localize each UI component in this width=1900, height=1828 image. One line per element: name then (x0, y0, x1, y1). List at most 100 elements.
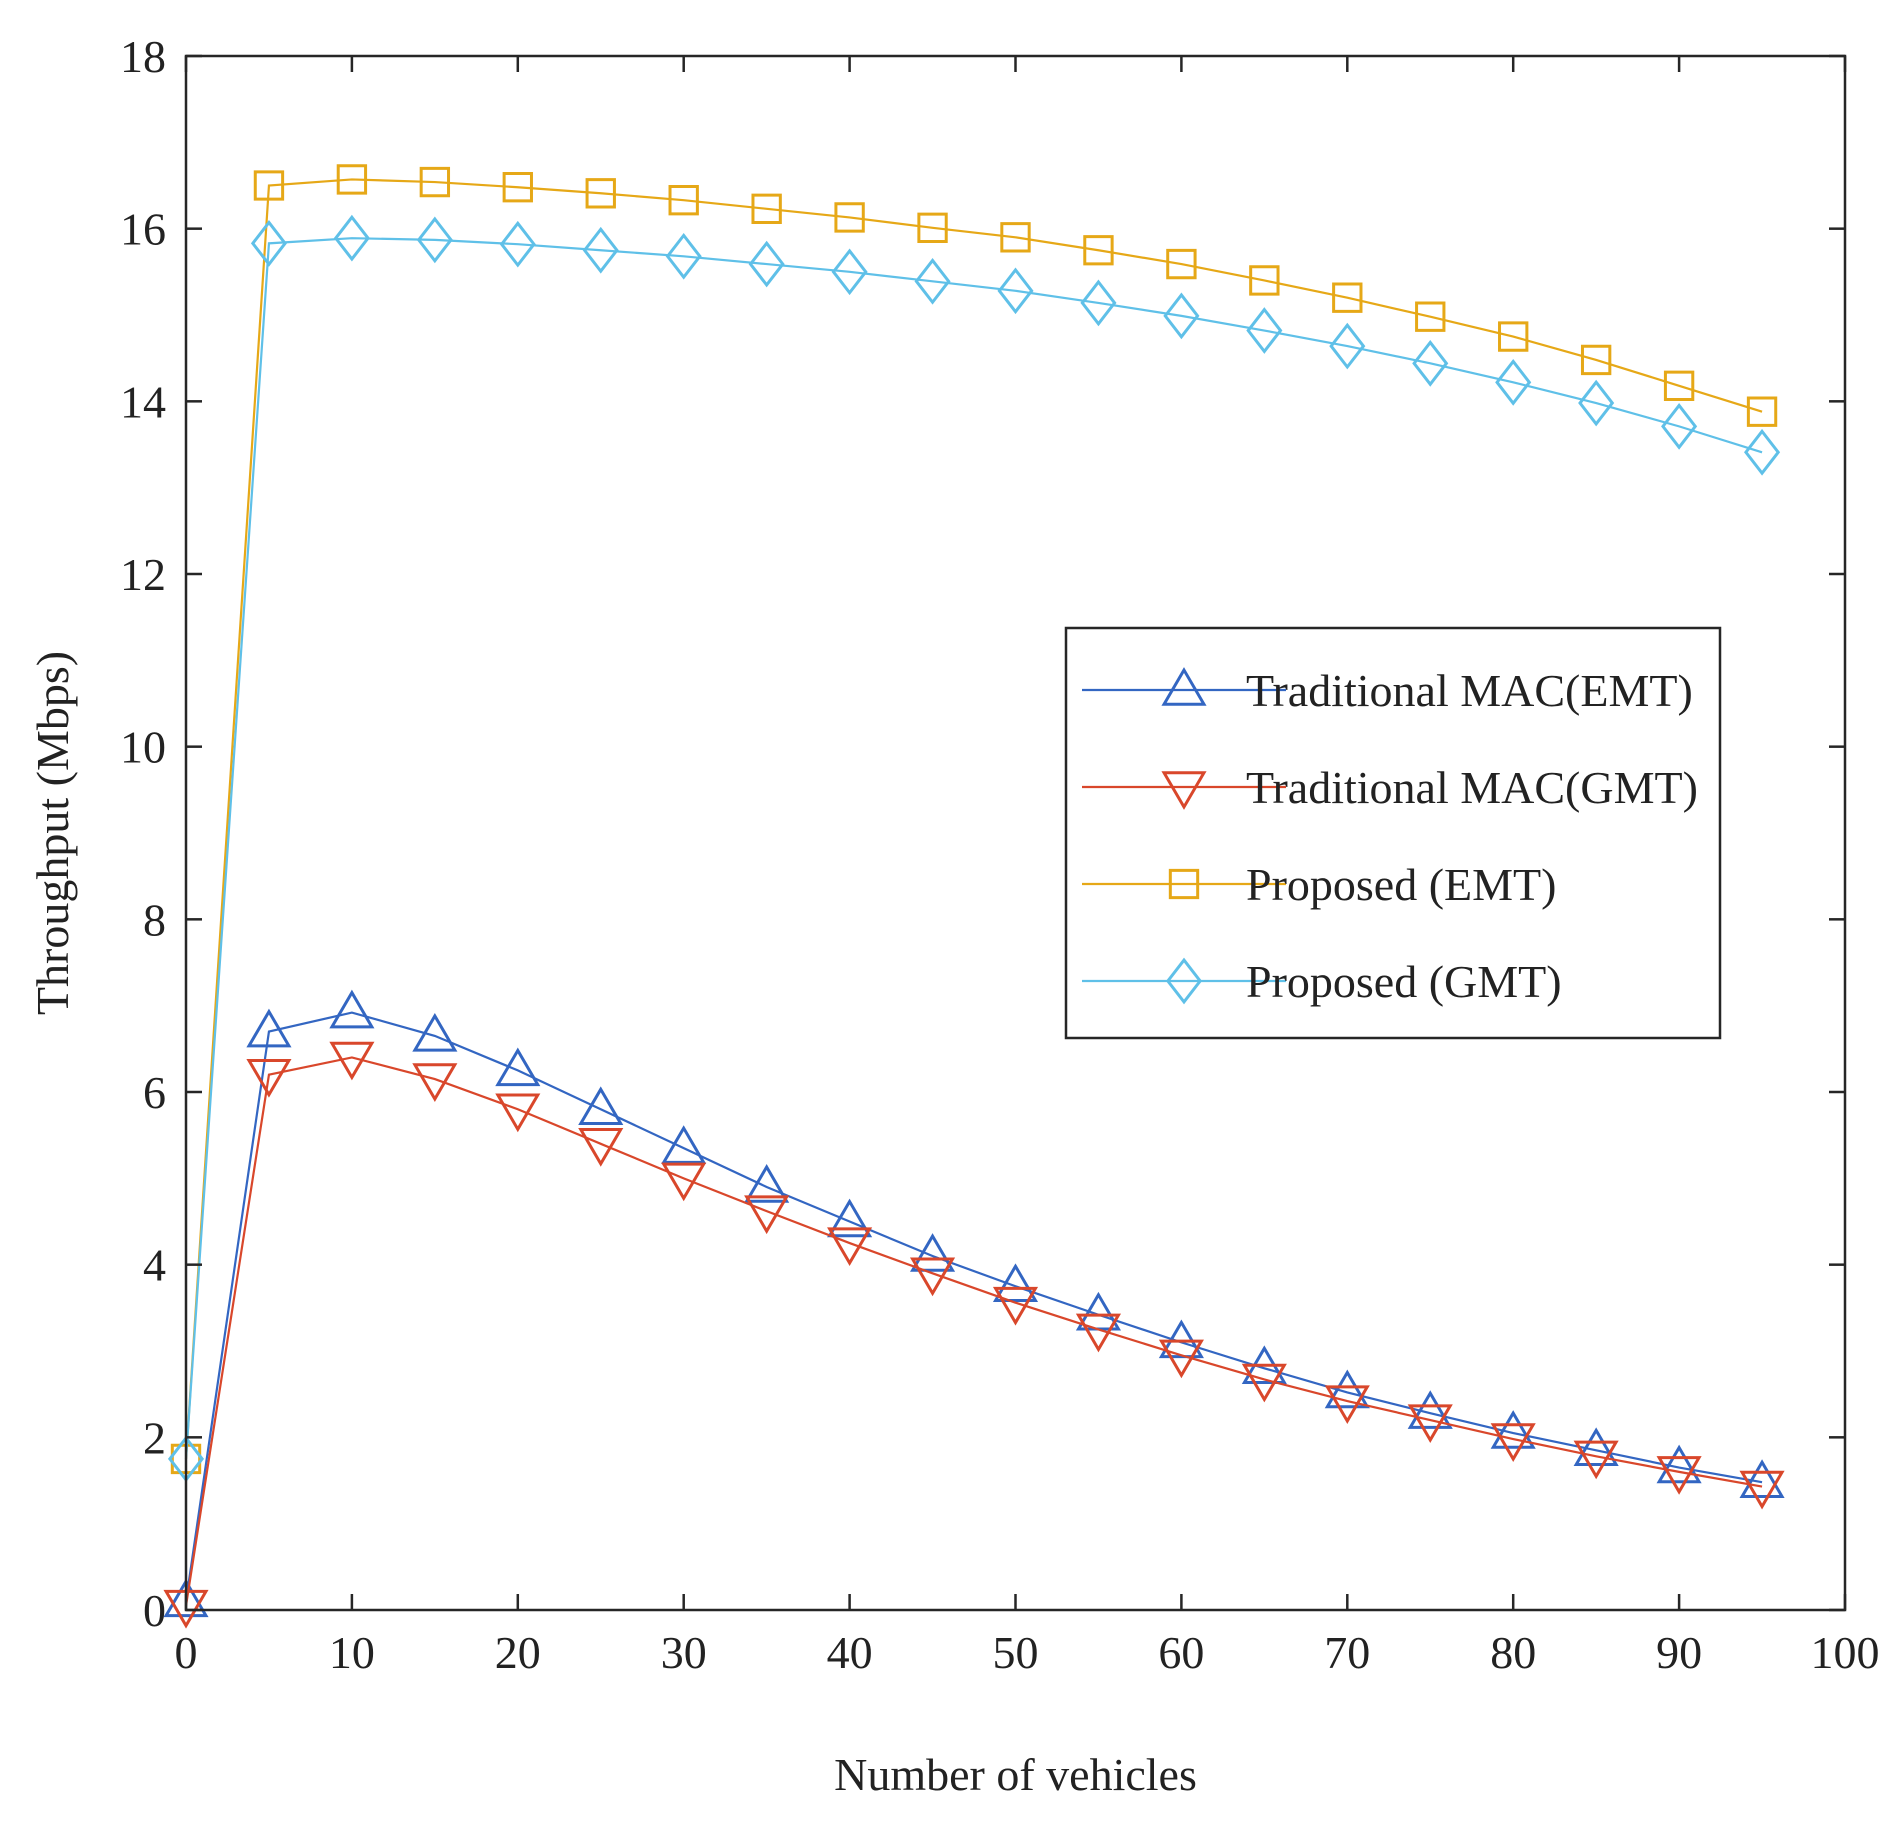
series-2 (163, 1041, 1785, 1629)
x-tick-label: 80 (1490, 1627, 1536, 1678)
data-point (495, 1093, 541, 1133)
data-point (578, 1086, 624, 1126)
data-point (1241, 1363, 1287, 1403)
data-point (412, 1012, 458, 1052)
data-point (1661, 403, 1698, 450)
series-4 (167, 214, 1781, 1483)
data-point (914, 257, 951, 305)
data-point (992, 1286, 1039, 1326)
data-point (909, 1257, 956, 1297)
x-tick-label: 60 (1158, 1627, 1204, 1678)
data-point (336, 164, 368, 195)
data-point (499, 220, 536, 268)
data-point (1495, 358, 1532, 406)
legend-marker (1165, 957, 1203, 1005)
data-point (1407, 1404, 1453, 1443)
data-point (1324, 1369, 1370, 1409)
data-point (416, 216, 453, 264)
x-tick-label: 70 (1324, 1627, 1370, 1678)
y-tick-label: 18 (120, 31, 166, 82)
x-tick-label: 40 (827, 1627, 873, 1678)
data-point (665, 232, 702, 280)
data-point (419, 166, 451, 198)
data-point (1656, 1456, 1702, 1495)
data-point (253, 170, 285, 201)
data-point (1163, 292, 1200, 340)
y-tick-label: 2 (143, 1412, 166, 1463)
data-point (827, 1227, 873, 1267)
data-point (1075, 1313, 1122, 1353)
data-point (1158, 1339, 1204, 1379)
y-tick-label: 6 (143, 1067, 166, 1118)
data-point (1329, 322, 1366, 370)
legend: Traditional MAC(EMT) Traditional MAC(GMT)… (1064, 626, 1722, 1040)
series-line (184, 1056, 1763, 1606)
legend-label: Proposed (GMT) (1246, 956, 1562, 1007)
data-point (748, 240, 785, 288)
legend-entry: Proposed (GMT) (1082, 956, 1562, 1007)
legend-label: Proposed (EMT) (1246, 859, 1556, 910)
data-point (1490, 1423, 1536, 1462)
legend-marker (1168, 868, 1200, 900)
data-point (1166, 248, 1197, 280)
y-axis-label: Throughput (Mbps) (27, 651, 78, 1015)
data-point (744, 1195, 790, 1235)
plot-area (163, 164, 1785, 1629)
data-point (1412, 339, 1449, 387)
data-point (582, 226, 619, 274)
y-tick-label: 16 (120, 204, 166, 255)
data-point (250, 219, 287, 267)
data-point (1746, 396, 1778, 427)
x-tick-label: 30 (661, 1627, 707, 1678)
data-point (744, 1164, 790, 1203)
legend-label: Traditional MAC(EMT) (1246, 665, 1693, 716)
legend-entry: Traditional MAC(GMT) (1082, 762, 1698, 813)
axis-ticks: 0 10 20 30 40 50 60 70 80 90 100 0 2 4 6 8 10 12 14 16 18 (120, 31, 1880, 1678)
data-point (1080, 279, 1117, 327)
data-point (661, 1162, 707, 1202)
data-point (751, 193, 782, 224)
data-point (827, 1198, 873, 1238)
data-point (585, 178, 616, 209)
x-tick-label: 50 (993, 1627, 1039, 1678)
data-point (246, 1008, 292, 1048)
data-point (668, 184, 699, 216)
legend-label: Traditional MAC(GMT) (1246, 762, 1698, 813)
data-point (412, 1063, 458, 1102)
data-point (163, 1578, 209, 1618)
data-point (333, 214, 370, 262)
x-tick-label: 10 (329, 1627, 375, 1678)
data-point (997, 267, 1034, 315)
data-point (502, 172, 533, 203)
x-axis-label: Number of vehicles (834, 1749, 1197, 1800)
legend-marker (1161, 667, 1207, 706)
data-point (1663, 370, 1695, 401)
data-point (1158, 1319, 1204, 1359)
y-tick-label: 8 (143, 894, 166, 945)
legend-entry: Traditional MAC(EMT) (1082, 665, 1693, 716)
data-point (909, 1233, 956, 1272)
legend-marker (1161, 771, 1207, 810)
x-tick-label: 20 (495, 1627, 541, 1678)
y-tick-label: 12 (120, 549, 166, 600)
data-point (1498, 321, 1529, 352)
data-point (495, 1047, 541, 1087)
data-point (1656, 1444, 1702, 1484)
data-point (834, 202, 865, 233)
x-tick-label: 100 (1811, 1627, 1880, 1678)
data-point (1573, 1440, 1619, 1480)
x-tick-label: 90 (1656, 1627, 1702, 1678)
data-point (246, 1058, 292, 1098)
data-point (1000, 222, 1031, 253)
x-tick-label: 0 (175, 1627, 198, 1678)
legend-entry: Proposed (EMT) (1082, 859, 1556, 910)
y-tick-label: 14 (120, 376, 166, 427)
y-tick-label: 4 (143, 1240, 166, 1291)
data-point (1578, 379, 1615, 427)
data-point (1415, 301, 1446, 332)
data-point (1083, 235, 1114, 266)
series-line (184, 1011, 1763, 1602)
data-point (1580, 344, 1612, 376)
data-point (1249, 265, 1280, 296)
